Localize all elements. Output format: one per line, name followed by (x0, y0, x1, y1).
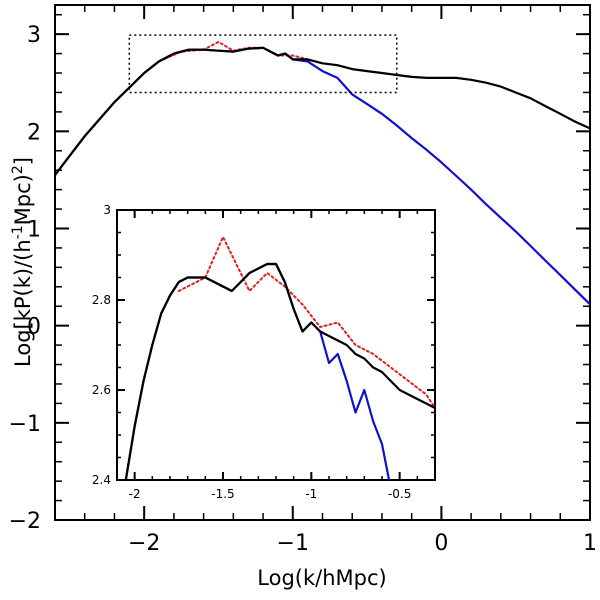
inset-y-tick-label: 3 (103, 203, 111, 217)
y-axis-title-exponent-2: 2 (10, 165, 26, 174)
inset-x-tick-label: -1 (305, 487, 317, 501)
inset-series-interpolated (177, 236, 435, 409)
y-axis-title-exponent-1: -1 (10, 225, 26, 239)
main-x-tick-label: −2 (128, 531, 160, 556)
main-x-tick-label: −1 (277, 531, 309, 556)
x-axis-title: Log(k/hMpc) (257, 566, 386, 590)
main-y-tick-label: −2 (9, 509, 41, 534)
y-axis-title: Log[kP(k)/(h-1Mpc)2] (10, 157, 35, 367)
main-x-tick-label: 1 (583, 531, 597, 556)
inset-plot-frame (116, 209, 436, 481)
inset-x-tick-label: -0.5 (388, 487, 411, 501)
inset-series-lines (124, 236, 435, 480)
inset-y-tick-label: 2.8 (92, 293, 111, 307)
inset-x-tick-label: -2 (129, 487, 141, 501)
zoom-region-box (128, 34, 398, 94)
main-y-tick-label: −1 (9, 412, 41, 437)
inset-y-tick-label: 2.4 (92, 473, 111, 487)
inset-x-tick-label: -1.5 (211, 487, 234, 501)
y-axis-title-base: Log[kP(k)/(h (11, 239, 35, 367)
main-y-tick-label: 2 (27, 120, 41, 145)
main-y-tick-label: 1 (27, 217, 41, 242)
inset-series-nonlinear (124, 262, 435, 480)
inset-axis-tick-labels: -2 -1.5 -1 -0.5 2.4 2.6 2.8 3 (92, 203, 411, 501)
y-axis-title-mid: Mpc) (11, 174, 35, 225)
main-axis-ticks (54, 5, 591, 521)
main-y-tick-label: 0 (27, 315, 41, 340)
main-axis-tick-labels: −2 −1 0 1 −2 −1 0 1 2 3 (9, 23, 597, 556)
main-series-interpolated (143, 40, 339, 74)
main-x-tick-label: 0 (434, 531, 448, 556)
inset-y-tick-label: 2.6 (92, 383, 111, 397)
main-series-nonlinear (55, 46, 590, 176)
main-y-tick-label: 3 (27, 23, 41, 48)
main-series-lines (55, 40, 590, 306)
y-axis-title-end: ] (11, 157, 35, 165)
inset-axis-ticks (116, 209, 436, 481)
